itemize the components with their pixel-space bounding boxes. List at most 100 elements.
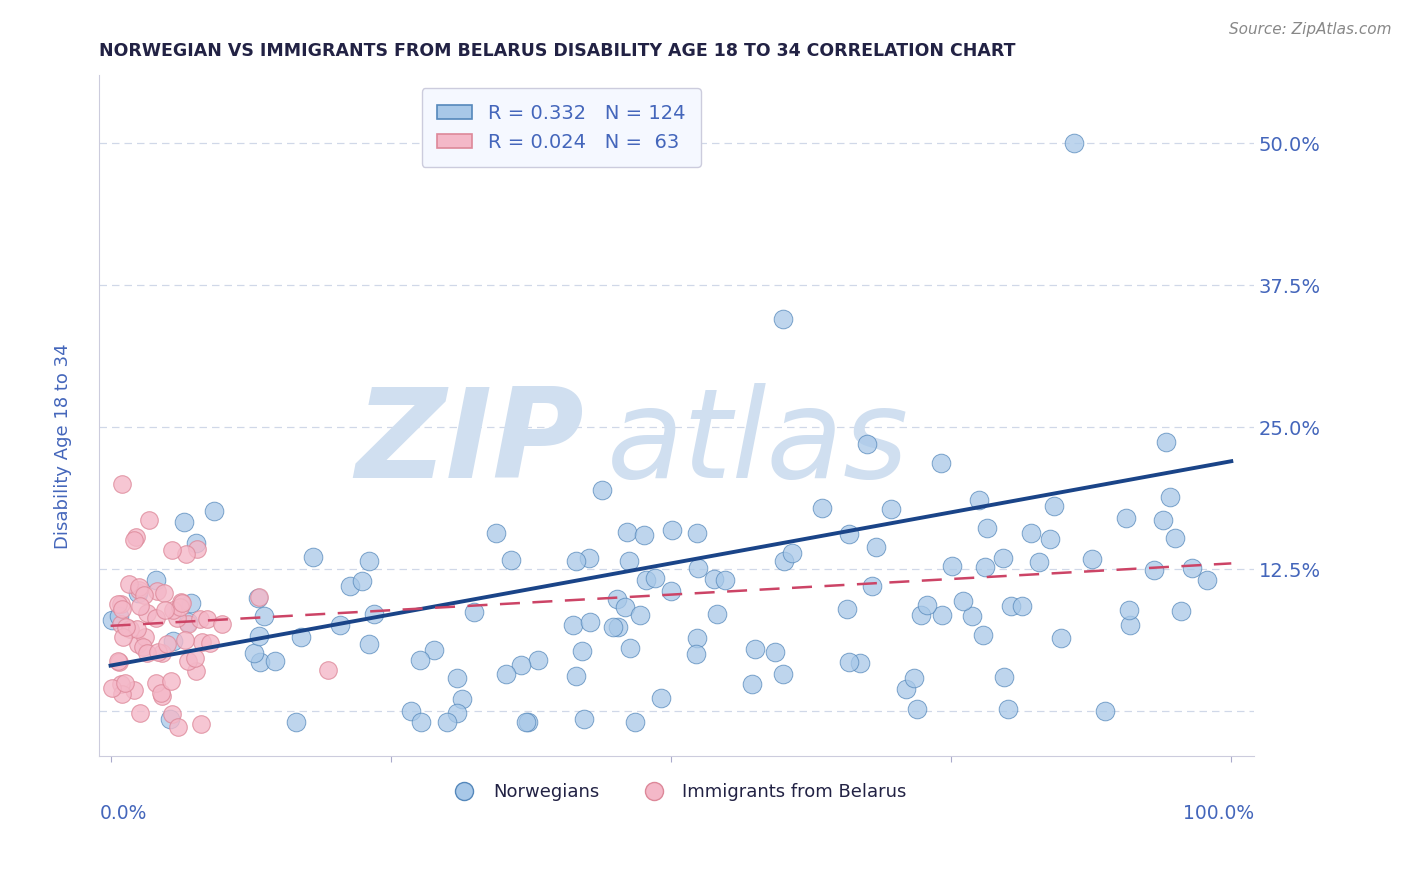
Point [991,550,1014,565]
Point [578,550,600,565]
Point [184,536,207,550]
Point [1019,526,1042,541]
Point [198,636,221,650]
Point [838,655,860,669]
Point [1152,512,1174,526]
Point [1039,532,1062,546]
Point [1115,511,1137,525]
Point [1164,531,1187,545]
Point [607,620,630,634]
Point [1159,490,1181,504]
Text: ZIP: ZIP [356,383,583,504]
Point [264,654,287,668]
Point [451,691,474,706]
Point [772,666,794,681]
Point [436,715,458,730]
Point [191,635,214,649]
Point [114,676,136,690]
Point [634,573,657,587]
Point [856,437,879,451]
Point [169,600,191,615]
Point [572,712,595,726]
Point [190,717,212,731]
Point [107,654,129,668]
Point [703,573,725,587]
Point [180,596,202,610]
Point [177,617,200,632]
Point [111,687,134,701]
Point [112,630,135,644]
Point [350,574,373,589]
Point [170,595,193,609]
Point [246,591,269,606]
Point [107,608,129,623]
Point [186,541,208,556]
Point [188,612,211,626]
Point [177,654,200,668]
Point [1170,604,1192,618]
Text: atlas: atlas [607,383,910,504]
Point [706,607,728,621]
Text: Disability Age 18 to 34: Disability Age 18 to 34 [55,343,72,549]
Point [145,573,167,587]
Point [515,715,537,730]
Point [484,526,506,541]
Point [243,646,266,660]
Point [177,615,200,629]
Point [329,617,352,632]
Point [495,667,517,681]
Point [564,669,586,683]
Point [1143,563,1166,577]
Point [184,664,207,678]
Point [138,512,160,526]
Point [1050,631,1073,645]
Point [619,641,641,656]
Point [101,614,124,628]
Point [253,608,276,623]
Point [650,690,672,705]
Point [150,689,173,703]
Point [780,546,803,560]
Point [173,633,195,648]
Point [110,677,132,691]
Point [772,554,794,568]
Point [1028,555,1050,569]
Point [619,554,641,568]
Text: Source: ZipAtlas.com: Source: ZipAtlas.com [1229,22,1392,37]
Point [685,647,707,661]
Point [249,656,271,670]
Point [446,671,468,685]
Point [952,594,974,608]
Point [1042,499,1064,513]
Point [1011,599,1033,614]
Point [623,715,645,730]
Point [602,619,624,633]
Point [1181,561,1204,575]
Point [929,456,952,470]
Point [993,670,1015,684]
Point [150,646,173,660]
Point [516,715,538,730]
Point [162,634,184,648]
Point [183,651,205,665]
Point [526,653,548,667]
Point [285,715,308,730]
Point [136,646,159,660]
Point [686,631,709,645]
Point [125,530,148,544]
Legend: Norwegians, Immigrants from Belarus: Norwegians, Immigrants from Belarus [439,776,914,809]
Point [173,515,195,529]
Point [972,628,994,642]
Point [1094,705,1116,719]
Point [644,571,666,585]
Text: 0.0%: 0.0% [100,804,146,823]
Point [155,637,177,651]
Point [772,312,794,326]
Point [160,542,183,557]
Point [880,501,903,516]
Point [606,592,628,607]
Point [110,598,132,612]
Point [1154,435,1177,450]
Point [132,640,155,654]
Point [763,645,786,659]
